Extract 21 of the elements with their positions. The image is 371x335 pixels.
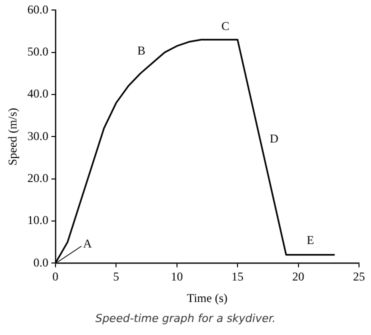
- y-tick-label: 10.0: [27, 213, 48, 228]
- x-tick-label: 10: [170, 270, 183, 284]
- y-axis-title: Speed (m/s): [5, 108, 20, 166]
- y-tick-label: 30.0: [27, 128, 48, 143]
- y-tick-label: 50.0: [27, 44, 48, 59]
- text: Speed-time graph for a skydiver.: [94, 312, 277, 325]
- x-tick-label: 20: [292, 270, 304, 284]
- x-tick-label: 5: [113, 270, 120, 284]
- x-axis-title: Time (s): [186, 290, 228, 305]
- x-tick-label: 0: [52, 270, 58, 284]
- y-tick-label: 60.0: [27, 2, 48, 16]
- annotation: C: [221, 18, 230, 33]
- annotation: A: [83, 236, 92, 250]
- annotation: D: [270, 131, 279, 146]
- annotation: B: [137, 44, 146, 58]
- y-tick-label: 0.0: [33, 255, 48, 270]
- x-tick-label: 15: [232, 270, 244, 284]
- annotation: E: [306, 232, 314, 247]
- y-tick-label: 20.0: [27, 171, 48, 186]
- y-tick-label: 40.0: [27, 86, 48, 101]
- x-tick-label: 25: [353, 270, 365, 284]
